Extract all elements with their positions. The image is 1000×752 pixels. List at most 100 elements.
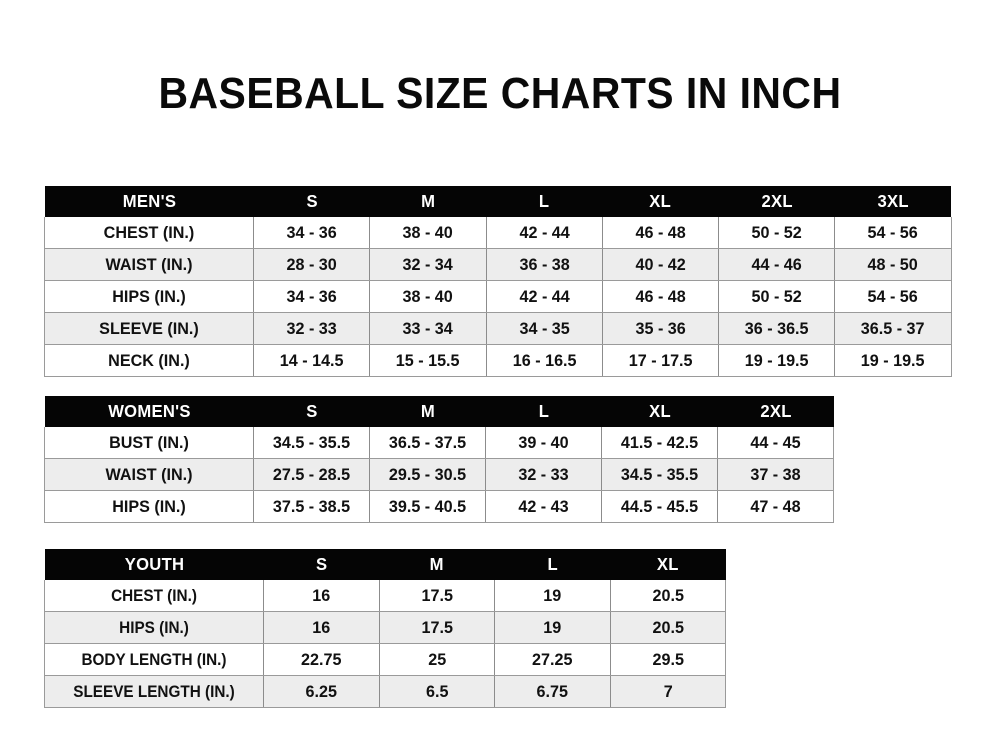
table-row: WAIST (IN.) 27.5 - 28.5 29.5 - 30.5 32 - 33…	[44, 458, 834, 491]
measurement-cell: 44.5 - 45.5	[601, 490, 718, 523]
measurement-value: 38 - 40	[402, 287, 454, 306]
column-header-text: M	[420, 191, 436, 211]
measurement-cell: 37 - 38	[717, 458, 834, 491]
column-header-m: M	[369, 186, 487, 217]
row-label-text: WAIST (IN.)	[105, 255, 193, 274]
measurement-value: 34.5 - 35.5	[620, 465, 699, 484]
measurement-cell: 40 - 42	[602, 248, 720, 281]
measurement-value: 25	[427, 650, 446, 669]
measurement-cell: 29.5 - 30.5	[369, 458, 486, 491]
measurement-value: 46 - 48	[635, 223, 686, 242]
measurement-value: 34 - 35	[519, 319, 570, 338]
measurement-cell: 41.5 - 42.5	[601, 427, 718, 459]
measurement-cell: 37.5 - 38.5	[253, 490, 370, 523]
page-title: BASEBALL SIZE CHARTS IN INCH	[158, 69, 842, 118]
measurement-cell: 44 - 46	[718, 248, 836, 281]
measurement-value: 46 - 48	[635, 287, 686, 306]
table-row: CHEST (IN.) 16 17.5 19 20.5	[44, 580, 726, 612]
column-header-text: XL	[649, 191, 672, 211]
row-label: BODY LENGTH (IN.)	[44, 643, 264, 676]
measurement-value: 19 - 19.5	[744, 351, 809, 370]
measurement-value: 34.5 - 35.5	[272, 433, 351, 452]
table-row: WAIST (IN.) 28 - 30 32 - 34 36 - 38 40 - 42 4…	[44, 248, 952, 281]
table-row: BODY LENGTH (IN.) 22.75 25 27.25 29.5	[44, 643, 726, 676]
column-header-2xl: 2XL	[717, 396, 834, 427]
measurement-cell: 27.5 - 28.5	[253, 458, 370, 491]
measurement-cell: 19 - 19.5	[834, 344, 952, 377]
column-header-xl: XL	[602, 186, 719, 217]
column-header-text: 2XL	[761, 191, 793, 211]
measurement-cell: 42 - 44	[486, 217, 603, 249]
column-header-xl: XL	[601, 396, 718, 427]
mens-size-table: MEN'S S M L XL 2XL 3XL CHEST (IN.) 34 - 36 38 - 4…	[44, 186, 952, 377]
measurement-cell: 6.5	[379, 675, 495, 708]
column-header-text: XL	[648, 401, 671, 421]
column-header-2xl: 2XL	[718, 186, 835, 217]
table-row: HIPS (IN.) 34 - 36 38 - 40 42 - 44 46 - 48 50…	[44, 280, 952, 313]
measurement-cell: 20.5	[610, 580, 726, 612]
measurement-value: 42 - 43	[518, 497, 569, 516]
column-header-xl: XL	[610, 549, 726, 580]
measurement-value: 50 - 52	[751, 223, 802, 242]
row-label-text: BUST (IN.)	[109, 433, 189, 452]
measurement-value: 50 - 52	[751, 287, 802, 306]
table-row: HIPS (IN.) 16 17.5 19 20.5	[44, 611, 726, 644]
measurement-cell: 50 - 52	[718, 280, 836, 313]
measurement-value: 7	[663, 682, 673, 701]
row-label: WAIST (IN.)	[44, 248, 254, 281]
corner-label-text: MEN'S	[122, 191, 176, 211]
table-header-row: MEN'S S M L XL 2XL 3XL	[44, 186, 952, 217]
measurement-value: 44 - 46	[751, 255, 802, 274]
column-header-text: XL	[656, 554, 679, 574]
measurement-cell: 19	[494, 611, 611, 644]
table-header-row: YOUTH S M L XL	[44, 549, 726, 580]
measurement-cell: 38 - 40	[369, 280, 487, 313]
measurement-value: 47 - 48	[750, 497, 801, 516]
table-row: SLEEVE (IN.) 32 - 33 33 - 34 34 - 35 35 - 36…	[44, 312, 952, 345]
measurement-value: 16 - 16.5	[512, 351, 577, 370]
measurement-value: 54 - 56	[867, 223, 919, 242]
measurement-value: 48 - 50	[867, 255, 919, 274]
womens-size-table: WOMEN'S S M L XL 2XL BUST (IN.) 34.5 - 35.5 36.5…	[44, 396, 834, 523]
measurement-cell: 16	[263, 580, 380, 612]
measurement-value: 34 - 36	[286, 223, 337, 242]
measurement-cell: 20.5	[610, 611, 726, 644]
row-label: HIPS (IN.)	[44, 611, 264, 644]
measurement-value: 6.75	[536, 682, 568, 701]
measurement-value: 36 - 36.5	[744, 319, 809, 338]
measurement-cell: 34 - 36	[253, 217, 371, 249]
row-label-text: WAIST (IN.)	[105, 465, 193, 484]
measurement-value: 22.75	[301, 650, 342, 669]
measurement-value: 37.5 - 38.5	[272, 497, 351, 516]
measurement-value: 29.5	[652, 650, 684, 669]
measurement-value: 40 - 42	[635, 255, 686, 274]
measurement-cell: 17.5	[379, 580, 495, 612]
mens-table-corner-label: MEN'S	[44, 186, 254, 217]
measurement-cell: 27.25	[494, 643, 611, 676]
row-label-text: SLEEVE (IN.)	[99, 319, 199, 338]
measurement-value: 44.5 - 45.5	[620, 497, 699, 516]
measurement-value: 42 - 44	[519, 223, 570, 242]
measurement-cell: 17 - 17.5	[602, 344, 720, 377]
measurement-cell: 46 - 48	[602, 280, 720, 313]
column-header-s: S	[263, 549, 379, 580]
measurement-value: 16	[312, 586, 331, 605]
column-header-text: L	[539, 191, 550, 211]
row-label-text: HIPS (IN.)	[112, 287, 186, 306]
measurement-value: 19	[543, 586, 562, 605]
measurement-cell: 25	[379, 643, 495, 676]
measurement-value: 36.5 - 37.5	[388, 433, 467, 452]
row-label-text: HIPS (IN.)	[119, 618, 189, 637]
measurement-value: 39.5 - 40.5	[388, 497, 467, 516]
row-label-text: NECK (IN.)	[108, 351, 190, 370]
measurement-value: 38 - 40	[402, 223, 454, 242]
column-header-text: M	[429, 554, 444, 574]
measurement-value: 44 - 45	[750, 433, 801, 452]
measurement-cell: 32 - 33	[485, 458, 602, 491]
measurement-cell: 36 - 36.5	[718, 312, 836, 345]
column-header-text: S	[315, 554, 327, 574]
measurement-cell: 16	[263, 611, 380, 644]
measurement-cell: 6.75	[494, 675, 611, 708]
column-header-text: 3XL	[877, 191, 909, 211]
column-header-3xl: 3XL	[834, 186, 952, 217]
